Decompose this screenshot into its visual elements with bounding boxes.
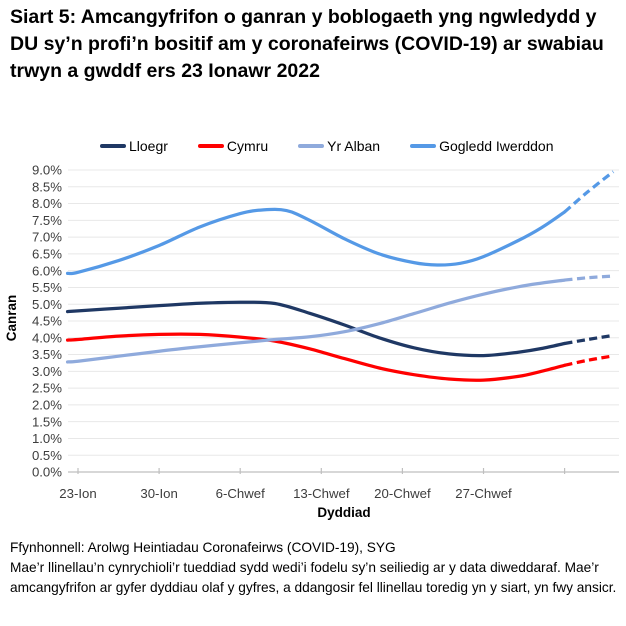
y-tick-label: 6.5%: [32, 246, 62, 261]
y-tick-label: 4.0%: [32, 330, 62, 345]
legend-line-swatch: [197, 144, 224, 148]
methodology-note: Mae’r llinellau’n cynrychioli’r tueddiad…: [10, 560, 617, 595]
legend-label: Gogledd Iwerddon: [439, 138, 554, 154]
y-tick-label: 7.0%: [32, 230, 62, 245]
y-tick-label: 4.5%: [32, 314, 62, 329]
series-line-dashed-yr-alban: [564, 274, 614, 282]
series-line-dashed-gogledd-iwerddon: [563, 170, 615, 214]
y-tick-label: 5.5%: [32, 280, 62, 295]
legend-item-gogledd-iwerddon: Gogledd Iwerddon: [410, 138, 554, 154]
y-tick-label: 1.0%: [32, 431, 62, 446]
x-tick-label: 27-Chwef: [455, 486, 512, 501]
x-tick-label: 20-Chwef: [374, 486, 431, 501]
legend-line-swatch: [298, 144, 325, 148]
x-axis-title: Dyddiad: [317, 505, 370, 520]
y-tick-label: 0.0%: [32, 465, 62, 480]
legend-item-lloegr: Lloegr: [100, 138, 168, 154]
y-tick-label: 7.5%: [32, 213, 62, 228]
y-tick-label: 6.0%: [32, 263, 62, 278]
y-tick-label: 9.0%: [32, 163, 62, 178]
y-tick-label: 5.0%: [32, 297, 62, 312]
y-axis-title: Canran: [4, 295, 19, 342]
y-tick-label: 8.5%: [32, 179, 62, 194]
y-tick-label: 8.0%: [32, 196, 62, 211]
legend-label: Cymru: [226, 138, 269, 154]
x-tick-label: 30-Ion: [140, 486, 177, 501]
x-tick-label: 23-Ion: [59, 486, 96, 501]
series-line-yr-alban: [65, 278, 567, 364]
series-line-cymru: [65, 332, 567, 382]
series-line-dashed-lloegr: [564, 333, 614, 346]
chart-title: Siart 5: Amcangyfrifon o ganran y boblog…: [10, 6, 604, 82]
legend-item-yr-alban: Yr Alban: [298, 138, 380, 154]
legend-line-swatch: [410, 144, 437, 148]
y-tick-label: 3.5%: [32, 347, 62, 362]
legend-label: Yr Alban: [327, 138, 381, 154]
y-tick-label: 3.0%: [32, 364, 62, 379]
y-tick-label: 0.5%: [32, 448, 62, 463]
legend-label: Lloegr: [129, 138, 168, 154]
y-tick-label: 2.5%: [32, 381, 62, 396]
series-line-lloegr: [65, 300, 567, 358]
x-tick-label: 13-Chwef: [293, 486, 350, 501]
legend-line-swatch: [100, 144, 126, 148]
legend-item-cymru: Cymru: [197, 138, 269, 154]
y-tick-label: 1.5%: [32, 414, 62, 429]
x-tick-label: 6-Chwef: [216, 486, 265, 501]
series-line-dashed-cymru: [564, 354, 614, 367]
series-line-gogledd-iwerddon: [65, 207, 567, 276]
legend: Lloegr Cymru Yr Alban Gogledd Iwerddon: [100, 138, 554, 154]
footer: Ffynhonnell: Arolwg Heintiadau Coronafei…: [10, 538, 622, 598]
y-tick-label: 2.0%: [32, 397, 62, 412]
source-text: Ffynhonnell: Arolwg Heintiadau Coronafei…: [10, 540, 396, 555]
